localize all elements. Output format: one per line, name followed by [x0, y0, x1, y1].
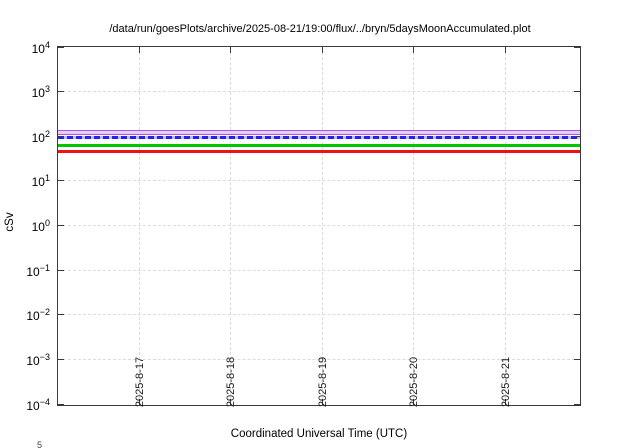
x-tick-mark-bottom — [413, 399, 414, 405]
horizontal-gridline — [58, 225, 580, 226]
x-tick-mark-top — [321, 47, 323, 53]
red-line — [58, 150, 580, 153]
y-tick-base: 10 — [26, 309, 40, 324]
x-tick-mark-top — [230, 47, 231, 53]
y-tick-base: 10 — [31, 41, 45, 56]
y-tick-exponent: 0 — [44, 218, 50, 228]
clipped-next-plot-label-fragment: 5 — [37, 440, 43, 448]
y-tick-label: 10−2 — [6, 307, 50, 324]
y-tick-mark-left — [58, 314, 64, 316]
horizontal-gridline — [58, 269, 580, 271]
y-tick-mark-left — [58, 269, 64, 271]
green-line — [58, 144, 580, 147]
y-tick-mark-right — [574, 269, 580, 271]
y-tick-mark-right — [574, 314, 580, 316]
x-axis-label: Coordinated Universal Time (UTC) — [230, 428, 408, 440]
x-tick-mark-bottom — [321, 399, 323, 405]
vertical-gridline — [504, 47, 506, 405]
y-tick-base: 10 — [31, 175, 45, 190]
x-tick-label: 2025-8-20 — [408, 356, 420, 408]
y-tick-label: 10−3 — [6, 351, 50, 368]
y-tick-mark-left — [58, 46, 64, 48]
x-tick-label: 2025-8-21 — [499, 356, 512, 408]
y-tick-base: 10 — [26, 398, 40, 413]
y-tick-exponent: −3 — [39, 351, 50, 362]
vertical-gridline — [321, 47, 323, 405]
y-tick-exponent: 3 — [44, 84, 50, 95]
y-tick-mark-left — [58, 180, 64, 182]
y-tick-exponent: −1 — [39, 262, 50, 273]
y-tick-label: 102 — [6, 128, 50, 145]
y-tick-mark-right — [574, 358, 580, 360]
y-tick-mark-right — [574, 46, 580, 48]
plot-title: /data/run/goesPlots/archive/2025-08-21/1… — [109, 23, 531, 35]
plot-area — [57, 46, 581, 406]
x-tick-label: 2025-8-18 — [225, 356, 237, 408]
y-tick-label: 10−4 — [6, 396, 50, 413]
y-tick-mark-left — [58, 358, 64, 360]
y-tick-base: 10 — [31, 220, 45, 234]
y-tick-mark-left — [58, 91, 64, 93]
y-tick-mark-right — [574, 403, 580, 405]
y-tick-label: 100 — [6, 218, 50, 234]
y-tick-exponent: −2 — [39, 307, 50, 318]
y-tick-label: 101 — [6, 173, 50, 190]
x-tick-label: 2025-8-17 — [133, 356, 146, 408]
horizontal-gridline — [58, 135, 580, 137]
y-tick-label: 10−1 — [6, 262, 50, 279]
vertical-gridline — [230, 47, 231, 405]
y-tick-mark-right — [574, 180, 580, 182]
y-tick-mark-right — [574, 225, 580, 226]
y-tick-exponent: −4 — [39, 396, 50, 407]
y-tick-exponent: 2 — [44, 128, 50, 139]
y-tick-label: 103 — [6, 84, 50, 101]
y-tick-mark-right — [574, 135, 580, 137]
horizontal-gridline — [58, 314, 580, 316]
y-tick-mark-left — [58, 225, 64, 226]
violet-envelope-band — [58, 129, 580, 136]
x-tick-mark-bottom — [138, 399, 140, 405]
horizontal-gridline — [58, 358, 580, 360]
y-tick-base: 10 — [31, 130, 45, 145]
blue-dashed-line — [58, 136, 580, 140]
y-tick-mark-left — [58, 403, 64, 405]
y-tick-base: 10 — [31, 86, 45, 101]
y-tick-base: 10 — [26, 353, 40, 368]
y-tick-mark-left — [58, 135, 64, 137]
y-tick-exponent: 4 — [44, 39, 50, 50]
x-tick-mark-top — [138, 47, 140, 53]
vertical-gridline — [413, 47, 414, 405]
y-tick-base: 10 — [26, 264, 40, 279]
vertical-gridline — [138, 47, 140, 405]
y-tick-exponent: 1 — [44, 173, 50, 184]
x-tick-mark-bottom — [504, 399, 506, 405]
horizontal-gridline — [58, 91, 580, 93]
y-tick-label: 104 — [6, 39, 50, 56]
x-tick-label: 2025-8-19 — [316, 356, 329, 408]
y-tick-mark-right — [574, 91, 580, 93]
x-tick-mark-bottom — [230, 399, 231, 405]
x-tick-mark-top — [413, 47, 414, 53]
horizontal-gridline — [58, 180, 580, 182]
x-tick-mark-top — [504, 47, 506, 53]
